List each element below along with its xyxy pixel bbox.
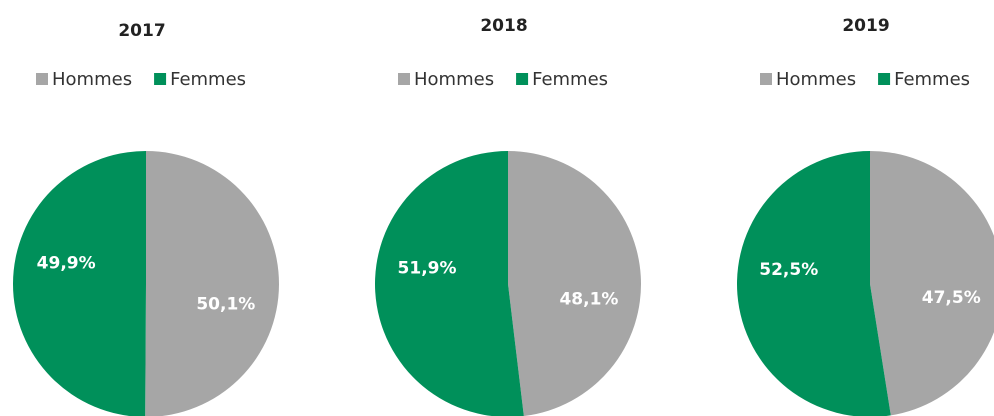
legend-label: Femmes xyxy=(170,69,246,90)
legend-swatch xyxy=(36,73,48,85)
data-label: 50,1% xyxy=(196,295,255,315)
chart-title: 2018 xyxy=(480,16,527,36)
data-label: 49,9% xyxy=(37,253,96,273)
pie-slice xyxy=(737,151,891,416)
legend-label: Hommes xyxy=(414,69,494,90)
pie-slice xyxy=(870,151,994,416)
data-label: 47,5% xyxy=(922,288,981,308)
legend-label: Femmes xyxy=(532,69,608,90)
legend-swatch xyxy=(878,73,891,85)
pie-slice xyxy=(508,151,641,416)
legend-label: Hommes xyxy=(776,69,856,90)
pie-slice xyxy=(145,151,280,416)
data-label: 52,5% xyxy=(759,260,818,280)
pie-slice xyxy=(13,151,146,416)
legend-swatch xyxy=(398,73,410,85)
legend-swatch xyxy=(516,73,529,85)
data-label: 48,1% xyxy=(559,290,618,310)
data-label: 51,9% xyxy=(398,258,457,278)
legend-swatch xyxy=(154,73,167,85)
legend-label: Femmes xyxy=(894,69,970,90)
pie-slice xyxy=(375,151,524,416)
legend-swatch xyxy=(760,73,772,85)
chart-title: 2019 xyxy=(842,16,889,36)
chart-title: 2017 xyxy=(118,21,165,41)
legend-label: Hommes xyxy=(52,69,132,90)
